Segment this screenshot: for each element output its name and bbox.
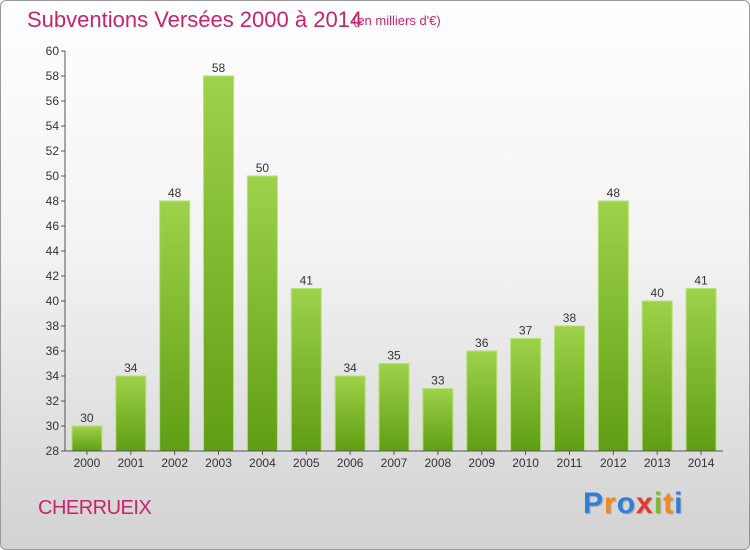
x-tick-label: 2006 <box>337 456 364 470</box>
x-tick-label: 2010 <box>512 456 539 470</box>
x-tick-label: 2014 <box>688 456 715 470</box>
logo-letter: P <box>583 487 605 520</box>
y-tick-label: 58 <box>46 69 60 83</box>
bar-2011 <box>553 325 585 452</box>
bar-value-label: 58 <box>212 61 226 75</box>
bar-2004 <box>246 175 278 452</box>
y-tick-label: 38 <box>46 319 60 333</box>
bar-2001 <box>115 375 147 452</box>
bar-value-label: 33 <box>431 374 445 388</box>
bar-value-label: 38 <box>563 311 577 325</box>
bar-value-label: 34 <box>343 361 357 375</box>
bar-2008 <box>422 388 454 452</box>
y-tick-label: 32 <box>46 394 60 408</box>
logo-letter: x <box>636 487 654 520</box>
x-tick-label: 2009 <box>468 456 495 470</box>
x-tick-label: 2012 <box>600 456 627 470</box>
bar-value-label: 41 <box>300 274 314 288</box>
x-tick-label: 2002 <box>161 456 188 470</box>
bar-value-label: 48 <box>607 186 621 200</box>
x-tick-label: 2003 <box>205 456 232 470</box>
y-tick-label: 48 <box>46 194 60 208</box>
y-tick-label: 56 <box>46 94 60 108</box>
bar-value-label: 34 <box>124 361 138 375</box>
bar-value-label: 41 <box>694 274 708 288</box>
y-tick-label: 46 <box>46 219 60 233</box>
y-tick-label: 36 <box>46 344 60 358</box>
bar-value-label: 40 <box>651 286 665 300</box>
bar-value-label: 50 <box>256 161 270 175</box>
bar-2006 <box>334 375 366 452</box>
chart-title: Subventions Versées 2000 à 2014 <box>27 7 363 32</box>
bar-value-label: 48 <box>168 186 182 200</box>
bar-value-label: 36 <box>475 336 489 350</box>
bar-2003 <box>203 75 235 452</box>
x-tick-label: 2001 <box>117 456 144 470</box>
logo-letter: o <box>616 487 637 520</box>
y-tick-label: 30 <box>46 419 60 433</box>
bar-2000 <box>71 425 103 452</box>
proxiti-logo: Proxiti <box>583 487 683 521</box>
logo-letter: i <box>674 487 684 520</box>
x-tick-label: 2007 <box>381 456 408 470</box>
bar-2010 <box>510 338 542 452</box>
x-tick-label: 2013 <box>644 456 671 470</box>
bar-2012 <box>597 200 629 452</box>
bar-value-label: 30 <box>80 411 94 425</box>
y-tick-label: 60 <box>46 44 60 58</box>
bar-2009 <box>466 350 498 452</box>
bar-2002 <box>159 200 191 452</box>
bar-value-label: 35 <box>387 349 401 363</box>
bar-2005 <box>290 288 322 452</box>
logo-letter: t <box>663 487 675 520</box>
y-tick-label: 42 <box>46 269 60 283</box>
bar-2014 <box>685 288 717 452</box>
y-tick-label: 28 <box>46 444 60 458</box>
y-tick-label: 40 <box>46 294 60 308</box>
bar-value-label: 37 <box>519 324 533 338</box>
y-tick-label: 52 <box>46 144 60 158</box>
x-tick-label: 2004 <box>249 456 276 470</box>
y-tick-label: 34 <box>46 369 60 383</box>
x-tick-label: 2000 <box>74 456 101 470</box>
bar-2013 <box>641 300 673 452</box>
y-tick-label: 44 <box>46 244 60 258</box>
bar-2007 <box>378 363 410 452</box>
y-tick-label: 54 <box>46 119 60 133</box>
logo-letter: i <box>653 487 664 520</box>
logo-letter: r <box>604 487 617 520</box>
y-tick-label: 50 <box>46 169 60 183</box>
x-tick-label: 2011 <box>557 456 583 470</box>
commune-name: CHERRUEIX <box>38 497 152 519</box>
x-tick-label: 2008 <box>425 456 452 470</box>
x-tick-label: 2005 <box>293 456 320 470</box>
unit-note: (en milliers d'€) <box>353 13 441 28</box>
